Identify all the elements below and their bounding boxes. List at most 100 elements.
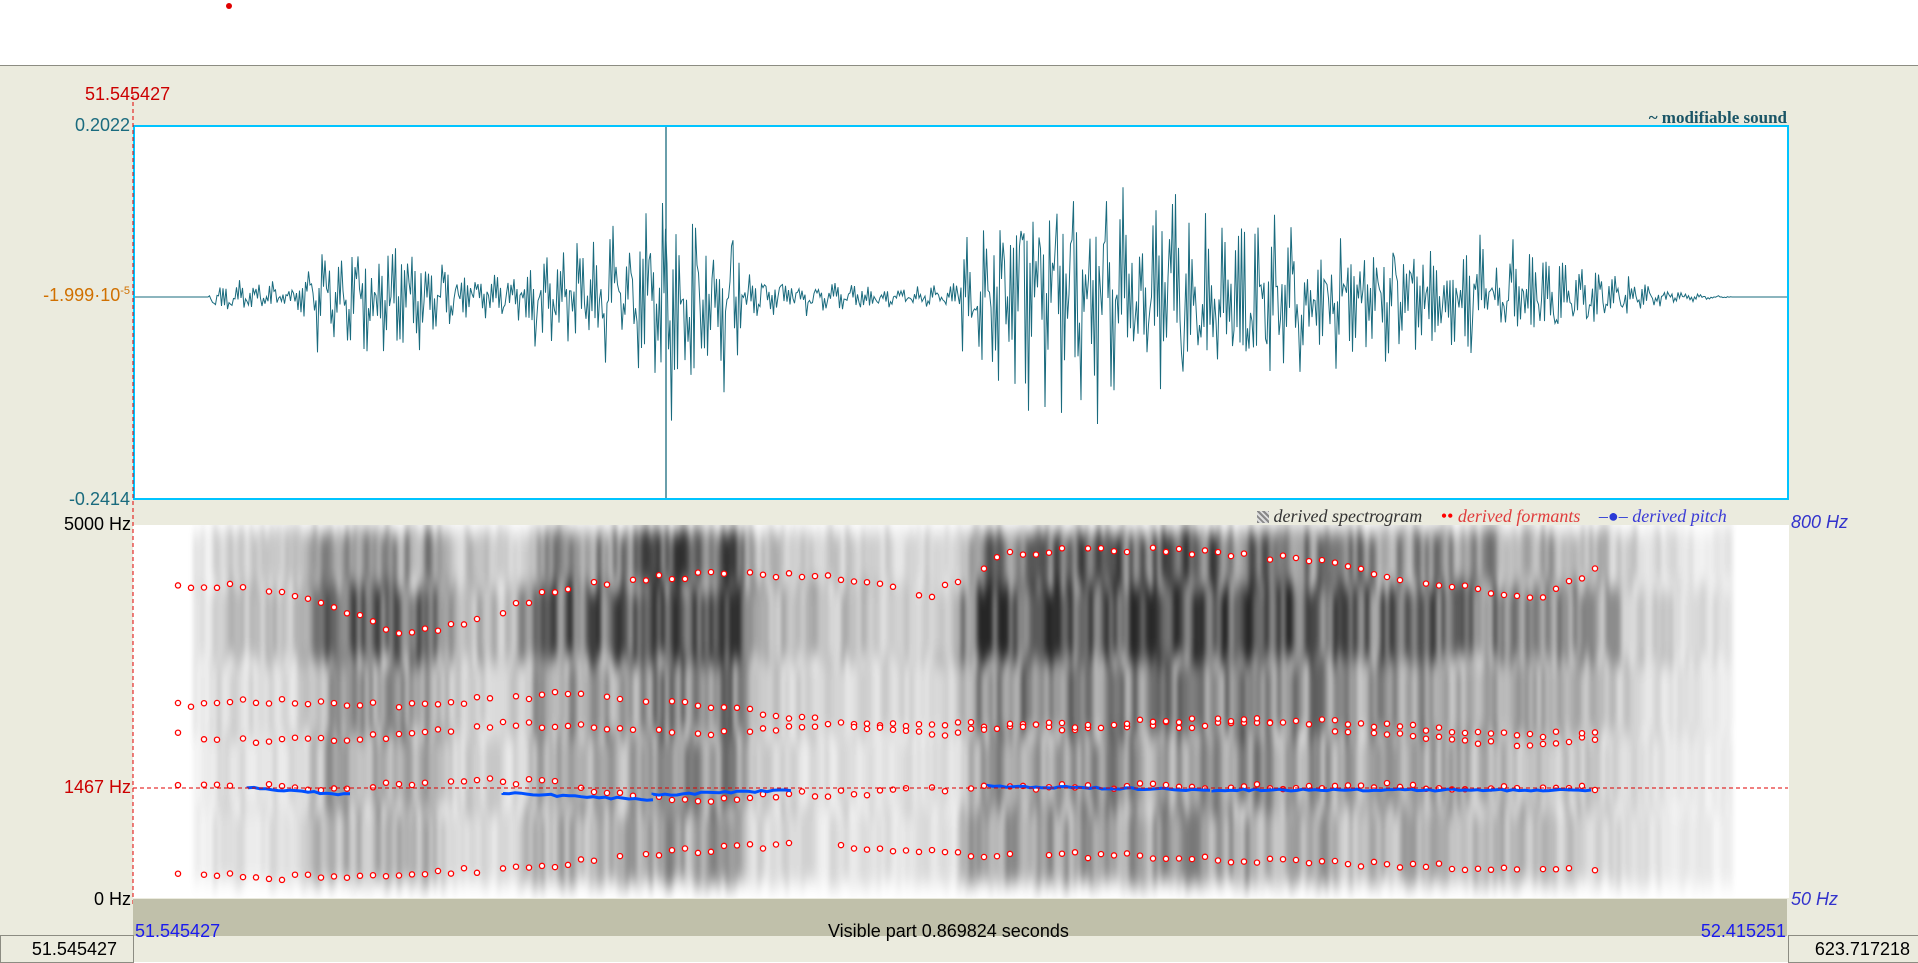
- spectrogram-column: [985, 584, 989, 660]
- spectrogram-column: [493, 738, 497, 813]
- formant-point: [1396, 576, 1404, 584]
- spectrogram-column: [865, 731, 869, 806]
- spectrogram-column: [1729, 737, 1733, 812]
- spectrogram-column: [609, 806, 613, 882]
- formant-point: [1032, 721, 1040, 728]
- formant-point: [421, 625, 429, 632]
- spectrogram-column: [1453, 808, 1457, 884]
- spectrogram-column: [937, 734, 941, 809]
- spectrogram-column: [665, 812, 669, 888]
- spectrogram-column: [1721, 737, 1725, 813]
- spectrogram-column: [577, 532, 581, 589]
- spectrogram-column: [1321, 655, 1325, 731]
- spectrogram-column: [741, 657, 745, 732]
- spectrogram-column: [613, 732, 617, 807]
- formant-point: [941, 848, 949, 856]
- spectrogram-column: [1525, 735, 1529, 810]
- spectrogram-column: [777, 812, 781, 888]
- spectrogram-column: [593, 811, 597, 887]
- spectrogram-column: [369, 736, 373, 812]
- formant-point: [707, 568, 715, 576]
- spectrogram-column: [449, 532, 453, 589]
- formant-point: [1162, 548, 1170, 556]
- formant-point: [1344, 860, 1352, 868]
- spectrogram-column: [1297, 737, 1301, 812]
- visible-part-bar[interactable]: [133, 899, 1787, 936]
- spectrogram-column: [1117, 533, 1121, 590]
- spectrogram-column: [401, 731, 405, 807]
- total-start-cell[interactable]: 51.545427: [0, 935, 134, 963]
- spectrogram-column: [393, 662, 397, 737]
- spectrogram-column: [817, 736, 821, 811]
- spectrogram-column: [1501, 529, 1505, 586]
- formant-point: [915, 720, 923, 728]
- spectrogram-column: [557, 582, 561, 657]
- spectrogram-column: [985, 657, 989, 732]
- spectrogram-column: [901, 739, 905, 815]
- spectrogram-column: [1173, 533, 1177, 590]
- spectrogram-column: [1545, 582, 1549, 658]
- spectrogram-column: [1525, 664, 1529, 740]
- spectrogram-column: [1413, 526, 1417, 583]
- spectrogram-column: [253, 734, 257, 810]
- spectrogram-column: [373, 730, 377, 806]
- spectrogram-column: [989, 664, 993, 740]
- spectrogram-column: [1285, 735, 1289, 811]
- spectrogram-column: [1245, 657, 1249, 732]
- formant-point: [1344, 728, 1352, 736]
- spectrogram-column: [585, 736, 589, 812]
- spectrogram-column: [277, 807, 281, 883]
- spectrogram-column: [353, 736, 357, 812]
- spectrogram-column: [1629, 811, 1633, 887]
- formant-point: [993, 852, 1001, 860]
- formant-point: [720, 794, 728, 802]
- spectrogram-column: [1669, 590, 1673, 666]
- spectrogram-column: [825, 812, 829, 887]
- spectrogram-column: [221, 530, 225, 587]
- spectrogram-column: [1325, 813, 1329, 888]
- spectrogram-column: [1185, 812, 1189, 888]
- spectrogram-column: [1621, 533, 1625, 589]
- formant-point: [213, 781, 221, 788]
- spectrogram-column: [805, 735, 809, 810]
- formant-point: [1097, 724, 1105, 732]
- spectrogram-column: [601, 739, 605, 815]
- formant-point: [1123, 850, 1131, 857]
- spectrogram-column: [1081, 589, 1085, 665]
- spectrogram-column: [1217, 528, 1221, 585]
- spectrogram-column: [457, 735, 461, 811]
- spectrogram-column: [1709, 812, 1713, 887]
- spectrogram-column: [1457, 581, 1461, 656]
- formant-point: [291, 734, 299, 741]
- formant-point: [1448, 728, 1456, 736]
- waveform-panel[interactable]: [133, 125, 1789, 500]
- spectrogram-column: [1353, 585, 1357, 660]
- spectrogram-column: [1437, 735, 1441, 810]
- spectrogram-column: [801, 530, 805, 587]
- spectrogram-column: [737, 656, 741, 732]
- spectrogram-column: [805, 805, 809, 881]
- spectrogram-column: [857, 734, 861, 810]
- spectrogram-column: [257, 659, 261, 735]
- formant-point: [1513, 732, 1521, 739]
- waveform-trace: [133, 125, 1788, 500]
- spectrogram-panel[interactable]: [133, 525, 1789, 898]
- total-end-cell[interactable]: 623.717218: [1788, 935, 1918, 963]
- spectrogram-column: [1681, 527, 1685, 584]
- spectrogram-column: [1029, 805, 1033, 880]
- spectrogram-column: [1201, 811, 1205, 887]
- spectrogram-column: [1357, 808, 1361, 884]
- formant-point: [538, 588, 546, 596]
- spectrogram-column: [1469, 807, 1473, 882]
- spectrogram-column: [337, 527, 341, 584]
- spectrogram-column: [1077, 527, 1081, 584]
- spectrogram-column: [381, 730, 385, 806]
- spectrogram-column: [897, 655, 901, 731]
- spectrogram-column: [977, 658, 981, 734]
- spectrogram-column: [769, 736, 773, 812]
- spectrogram-column: [413, 808, 417, 883]
- spectrogram-column: [1001, 533, 1005, 590]
- spectrogram-column: [381, 533, 385, 590]
- spectrogram-column: [437, 581, 441, 656]
- formant-point: [1045, 719, 1053, 726]
